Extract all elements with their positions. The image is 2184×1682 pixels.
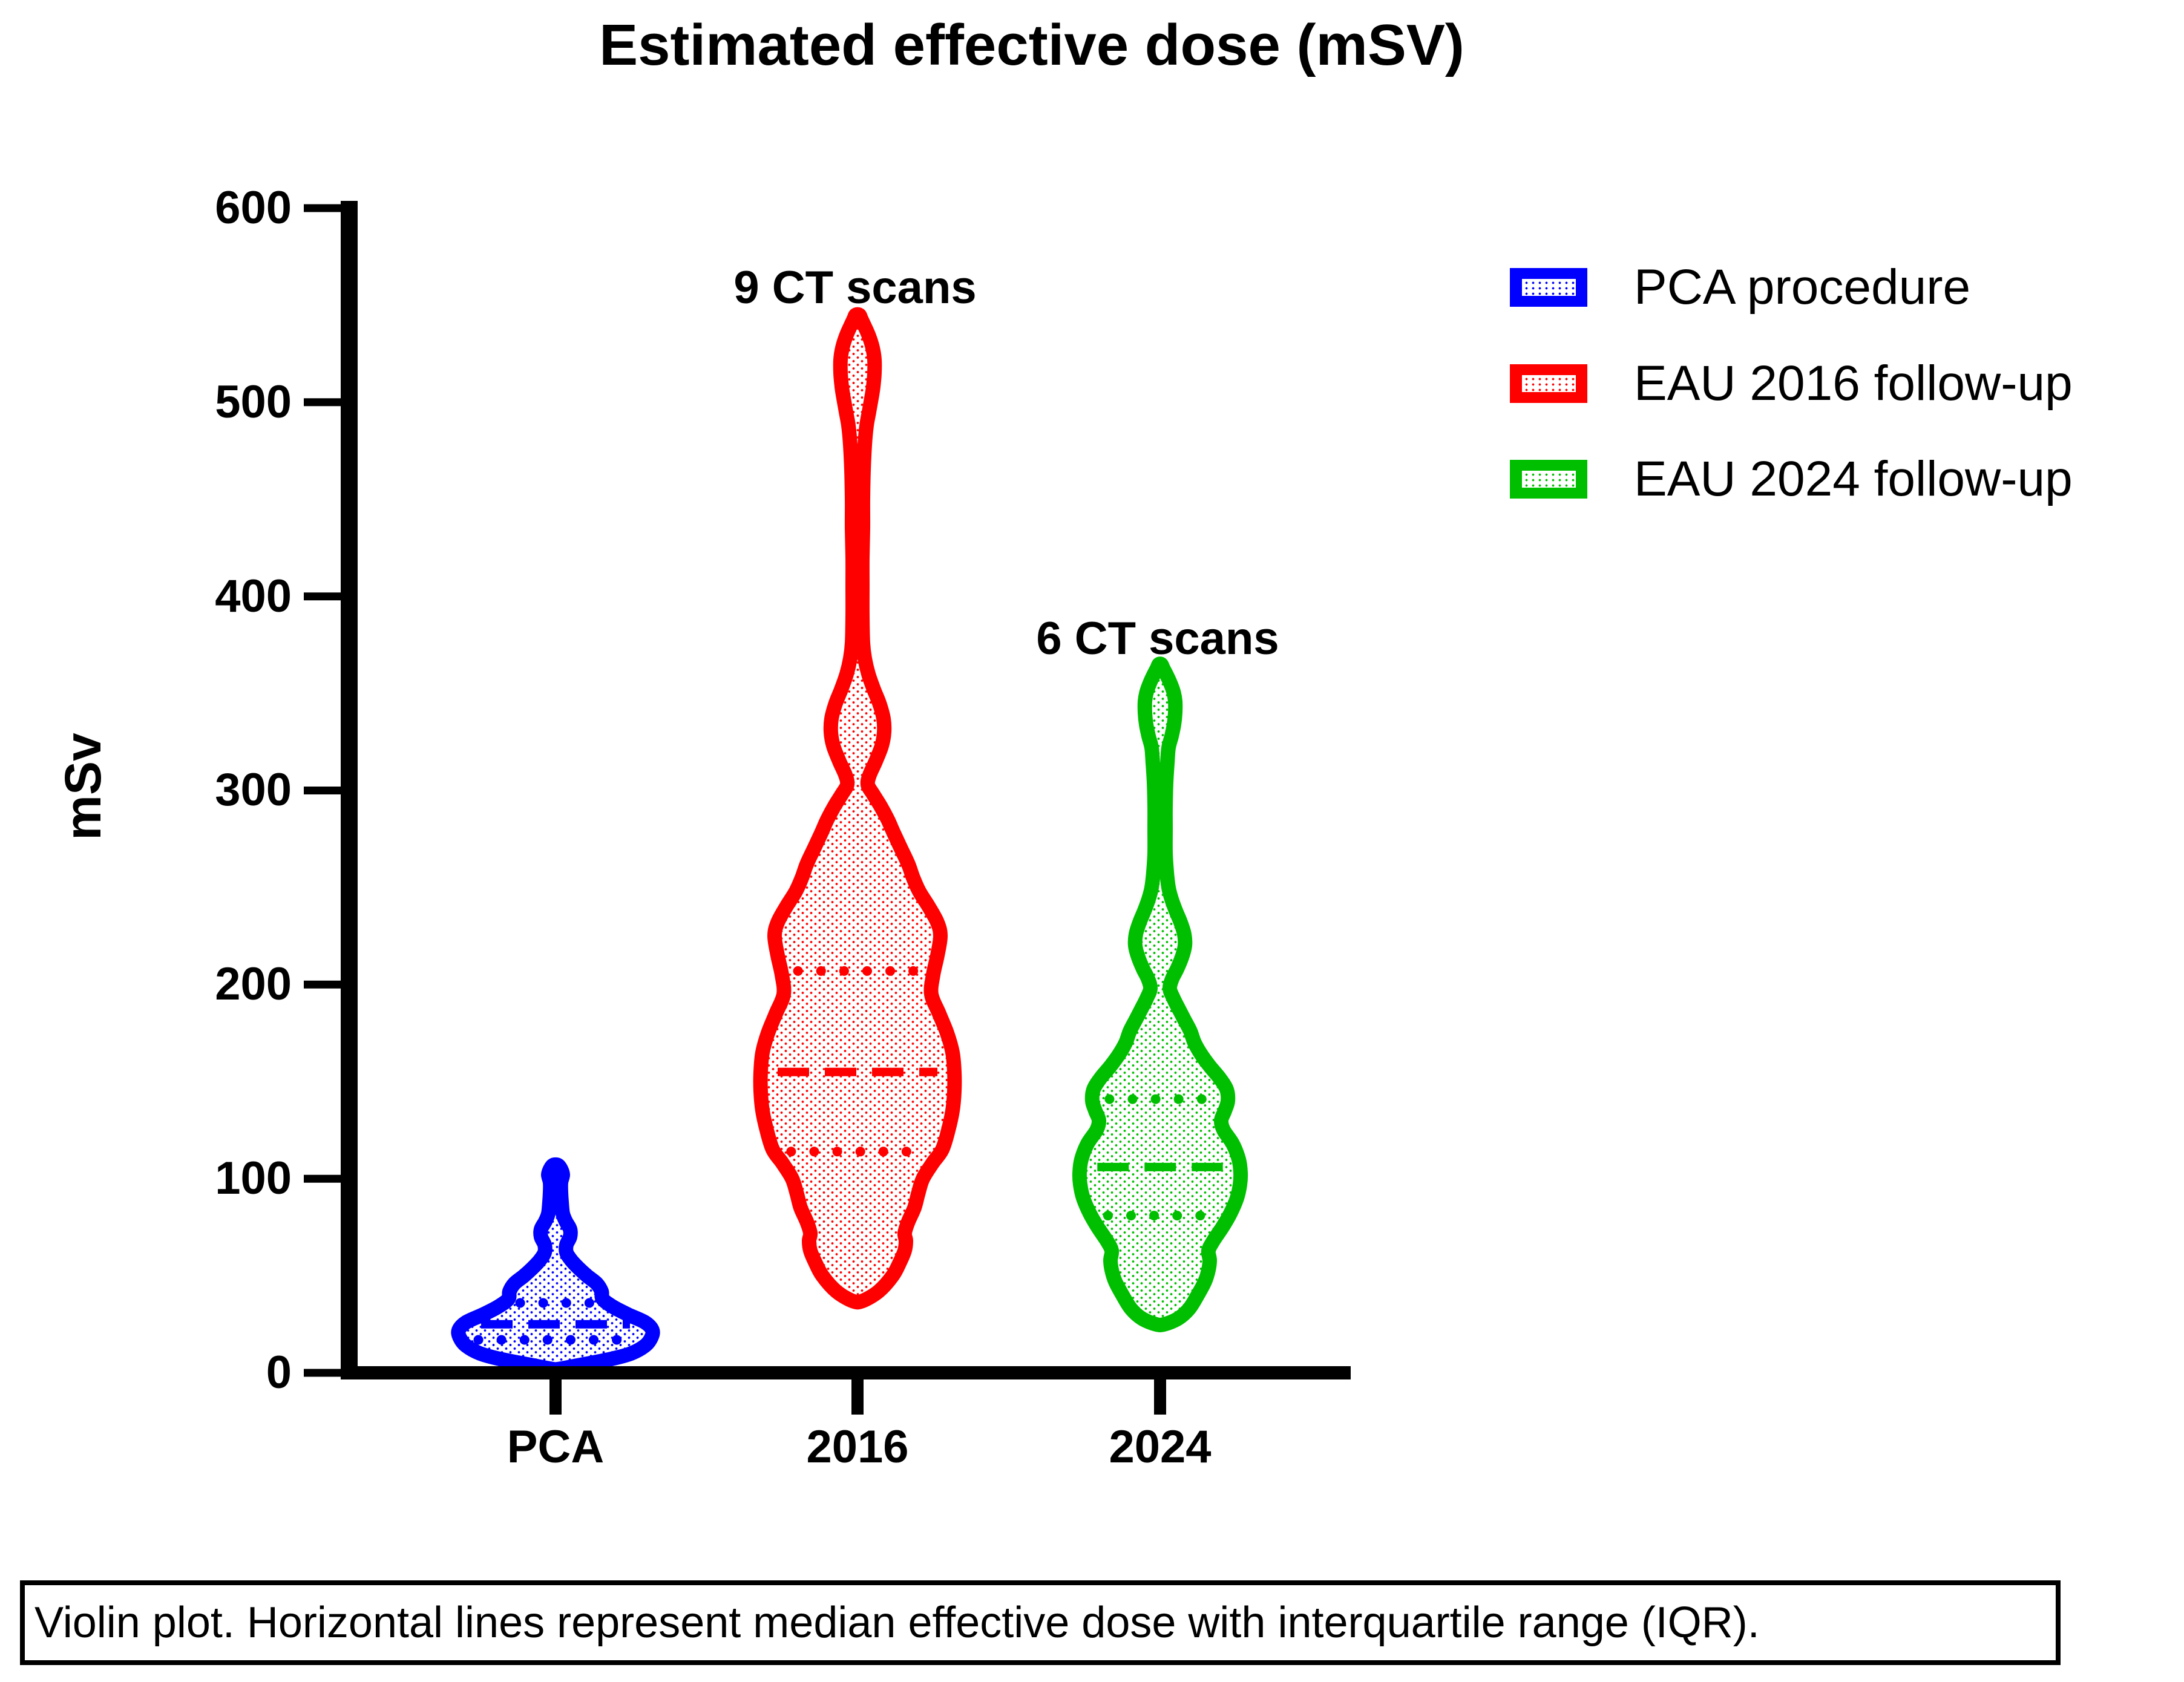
x-tick-label-2016: 2016 — [806, 1421, 909, 1473]
y-tick-label-200: 200 — [215, 958, 292, 1010]
violin-PCA — [451, 1157, 660, 1377]
legend-label: EAU 2024 follow-up — [1634, 451, 2073, 506]
legend-swatch-pca — [1510, 268, 1587, 307]
footnote-box: Violin plot. Horizontal lines represent … — [20, 1580, 2061, 1665]
legend-swatch-eau-2016 — [1510, 364, 1587, 403]
violin-2016 — [753, 307, 962, 1310]
y-tick-label-600: 600 — [215, 182, 292, 234]
annotation-9-ct-scans: 9 CT scans — [733, 262, 977, 313]
y-axis-title: mSv — [54, 733, 111, 840]
legend-swatch-eau-2024 — [1510, 460, 1587, 499]
legend-label: EAU 2016 follow-up — [1634, 356, 2073, 411]
x-tick-label-2024: 2024 — [1109, 1421, 1212, 1473]
y-tick-label-0: 0 — [266, 1347, 292, 1398]
y-tick-label-500: 500 — [215, 376, 292, 428]
annotation-6-ct-scans: 6 CT scans — [1036, 613, 1279, 664]
x-tick-label-pca: PCA — [507, 1421, 605, 1473]
chart-title: Estimated effective dose (mSV) — [599, 13, 1464, 77]
y-tick-label-400: 400 — [215, 571, 292, 622]
legend-swatch-pattern — [1522, 279, 1576, 296]
violin-2024 — [1072, 656, 1248, 1332]
y-tick-label-300: 300 — [215, 764, 292, 816]
legend-swatch-pattern — [1522, 471, 1576, 488]
legend-swatch-pattern — [1522, 375, 1576, 392]
footnote-text: Violin plot. Horizontal lines represent … — [34, 1599, 1760, 1647]
y-tick-label-100: 100 — [215, 1153, 292, 1204]
legend-label: PCA procedure — [1634, 260, 1971, 315]
